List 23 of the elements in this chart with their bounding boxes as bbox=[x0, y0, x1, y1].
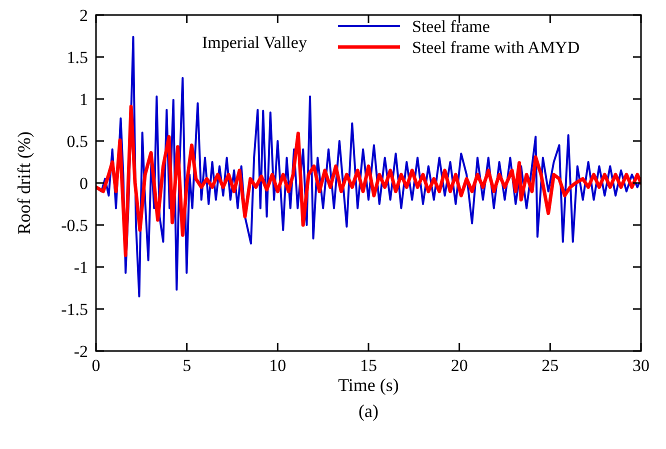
y-tick-label: 0.5 bbox=[66, 132, 88, 151]
y-tick-label: 0 bbox=[80, 174, 88, 193]
y-tick-label: 1 bbox=[80, 90, 88, 109]
x-tick-label: 30 bbox=[632, 356, 650, 375]
x-tick-label: 5 bbox=[182, 356, 192, 375]
text: (a) bbox=[358, 401, 378, 421]
y-tick-label: -1 bbox=[74, 258, 88, 277]
y-axis-title: Roof drift (%) bbox=[14, 132, 34, 234]
x-tick-label: 25 bbox=[542, 356, 559, 375]
y-tick-label: -2 bbox=[74, 342, 88, 361]
x-tick-label: 10 bbox=[269, 356, 286, 375]
x-tick-label: 15 bbox=[360, 356, 377, 375]
annotation: Imperial Valley bbox=[202, 33, 308, 52]
line-series bbox=[96, 104, 641, 257]
x-tick-label: 0 bbox=[92, 356, 100, 375]
legend-label: Steel frame bbox=[412, 17, 490, 36]
y-tick-label: 2 bbox=[80, 6, 88, 25]
y-tick-label: -1.5 bbox=[61, 300, 88, 319]
x-tick-label: 20 bbox=[450, 356, 468, 375]
y-tick-label: -0.5 bbox=[61, 216, 88, 235]
y-tick-label: 1.5 bbox=[66, 48, 88, 67]
x-axis-title: Time (s) bbox=[338, 375, 399, 395]
legend-label: Steel frame with AMYD bbox=[412, 38, 580, 57]
